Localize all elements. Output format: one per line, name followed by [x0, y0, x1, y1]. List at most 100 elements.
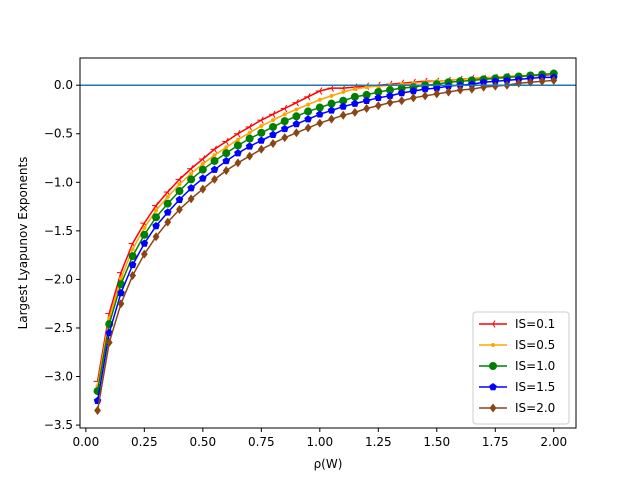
data-point	[491, 81, 499, 91]
data-point	[503, 76, 511, 84]
data-point	[118, 276, 123, 281]
data-point	[292, 98, 299, 107]
data-point	[212, 153, 217, 158]
data-point	[129, 271, 137, 281]
y-tick-label: 0.0	[54, 78, 73, 92]
x-tick-label: 0.00	[72, 435, 99, 449]
legend-label: IS=2.0	[515, 401, 555, 415]
data-point	[327, 106, 336, 114]
y-tick-label: −3.5	[44, 418, 73, 432]
data-point	[210, 156, 219, 165]
data-point	[198, 165, 207, 174]
x-tick-label: 1.25	[365, 435, 392, 449]
data-point	[281, 133, 289, 143]
legend-item: IS=0.1	[479, 317, 555, 331]
legend-marker	[491, 343, 495, 347]
data-point	[271, 118, 276, 123]
data-point	[421, 91, 429, 101]
data-point	[327, 99, 336, 108]
data-point	[222, 137, 229, 146]
series-is-1-5	[93, 73, 558, 405]
data-point	[351, 107, 359, 117]
data-point	[538, 76, 546, 86]
data-point	[316, 118, 324, 128]
data-point	[154, 208, 159, 213]
data-point	[152, 222, 160, 230]
data-point	[142, 225, 147, 230]
data-point	[445, 87, 452, 97]
data-point	[491, 77, 500, 85]
data-point	[259, 123, 264, 128]
data-point	[211, 174, 218, 184]
y-axis-label: Largest Lyapunov Exponents	[16, 157, 30, 330]
data-point	[246, 151, 254, 161]
data-point	[339, 102, 348, 110]
y-tick-label: −3.0	[44, 370, 73, 384]
legend-marker	[489, 362, 497, 370]
data-point	[397, 84, 406, 93]
data-point	[306, 102, 311, 107]
data-point	[433, 89, 441, 99]
data-point	[163, 208, 172, 216]
data-point	[317, 97, 322, 102]
x-tick-label: 1.50	[423, 435, 450, 449]
legend-marker	[489, 403, 497, 413]
data-point	[456, 85, 464, 95]
data-point	[176, 204, 183, 214]
data-point	[117, 289, 125, 297]
legend-marker	[489, 383, 497, 391]
data-point	[341, 89, 346, 94]
data-point	[269, 130, 277, 138]
data-point	[140, 249, 148, 259]
data-point	[304, 123, 312, 133]
data-point	[397, 88, 406, 97]
series-line-is-1-0	[96, 72, 554, 392]
data-point	[187, 194, 195, 204]
data-point	[315, 87, 323, 95]
data-point	[222, 166, 230, 176]
data-point	[293, 128, 300, 138]
x-tick-label: 1.00	[306, 435, 333, 449]
data-point	[550, 75, 558, 85]
data-point	[386, 86, 394, 95]
legend-item: IS=1.5	[479, 380, 555, 394]
data-point	[210, 165, 219, 173]
data-point	[280, 104, 288, 113]
data-point	[152, 213, 161, 222]
data-point	[233, 130, 241, 138]
data-point	[350, 92, 359, 101]
data-point	[362, 96, 371, 104]
series-line-is-2-0	[96, 79, 554, 411]
data-point	[386, 91, 394, 100]
data-point	[386, 98, 394, 108]
legend-label: IS=0.5	[515, 338, 555, 352]
series-line-is-0-5	[96, 73, 554, 387]
data-point	[164, 217, 172, 227]
data-point	[235, 137, 240, 142]
data-point	[222, 149, 231, 158]
data-point	[339, 110, 347, 120]
data-point	[257, 116, 264, 124]
legend-item: IS=2.0	[479, 401, 555, 415]
data-point	[409, 87, 418, 95]
data-point	[479, 78, 488, 86]
data-point	[165, 194, 170, 199]
data-point	[234, 149, 242, 157]
x-tick-label: 0.75	[248, 435, 275, 449]
data-point	[292, 112, 301, 121]
data-point	[374, 93, 383, 102]
data-point	[468, 84, 476, 94]
data-point	[94, 406, 101, 416]
data-point	[329, 93, 334, 98]
y-tick-label: −1.0	[44, 175, 73, 189]
data-point	[140, 239, 149, 247]
y-tick-label: −0.5	[44, 127, 73, 141]
data-point	[292, 120, 301, 128]
data-point	[199, 174, 207, 182]
legend-label: IS=1.0	[515, 359, 555, 373]
data-point	[224, 145, 229, 150]
data-point	[304, 93, 311, 101]
data-point	[316, 110, 324, 118]
data-point	[294, 107, 299, 112]
legend: IS=0.1 IS=0.5 IS=1.0 IS=1.5 IS=2.0	[472, 311, 570, 425]
